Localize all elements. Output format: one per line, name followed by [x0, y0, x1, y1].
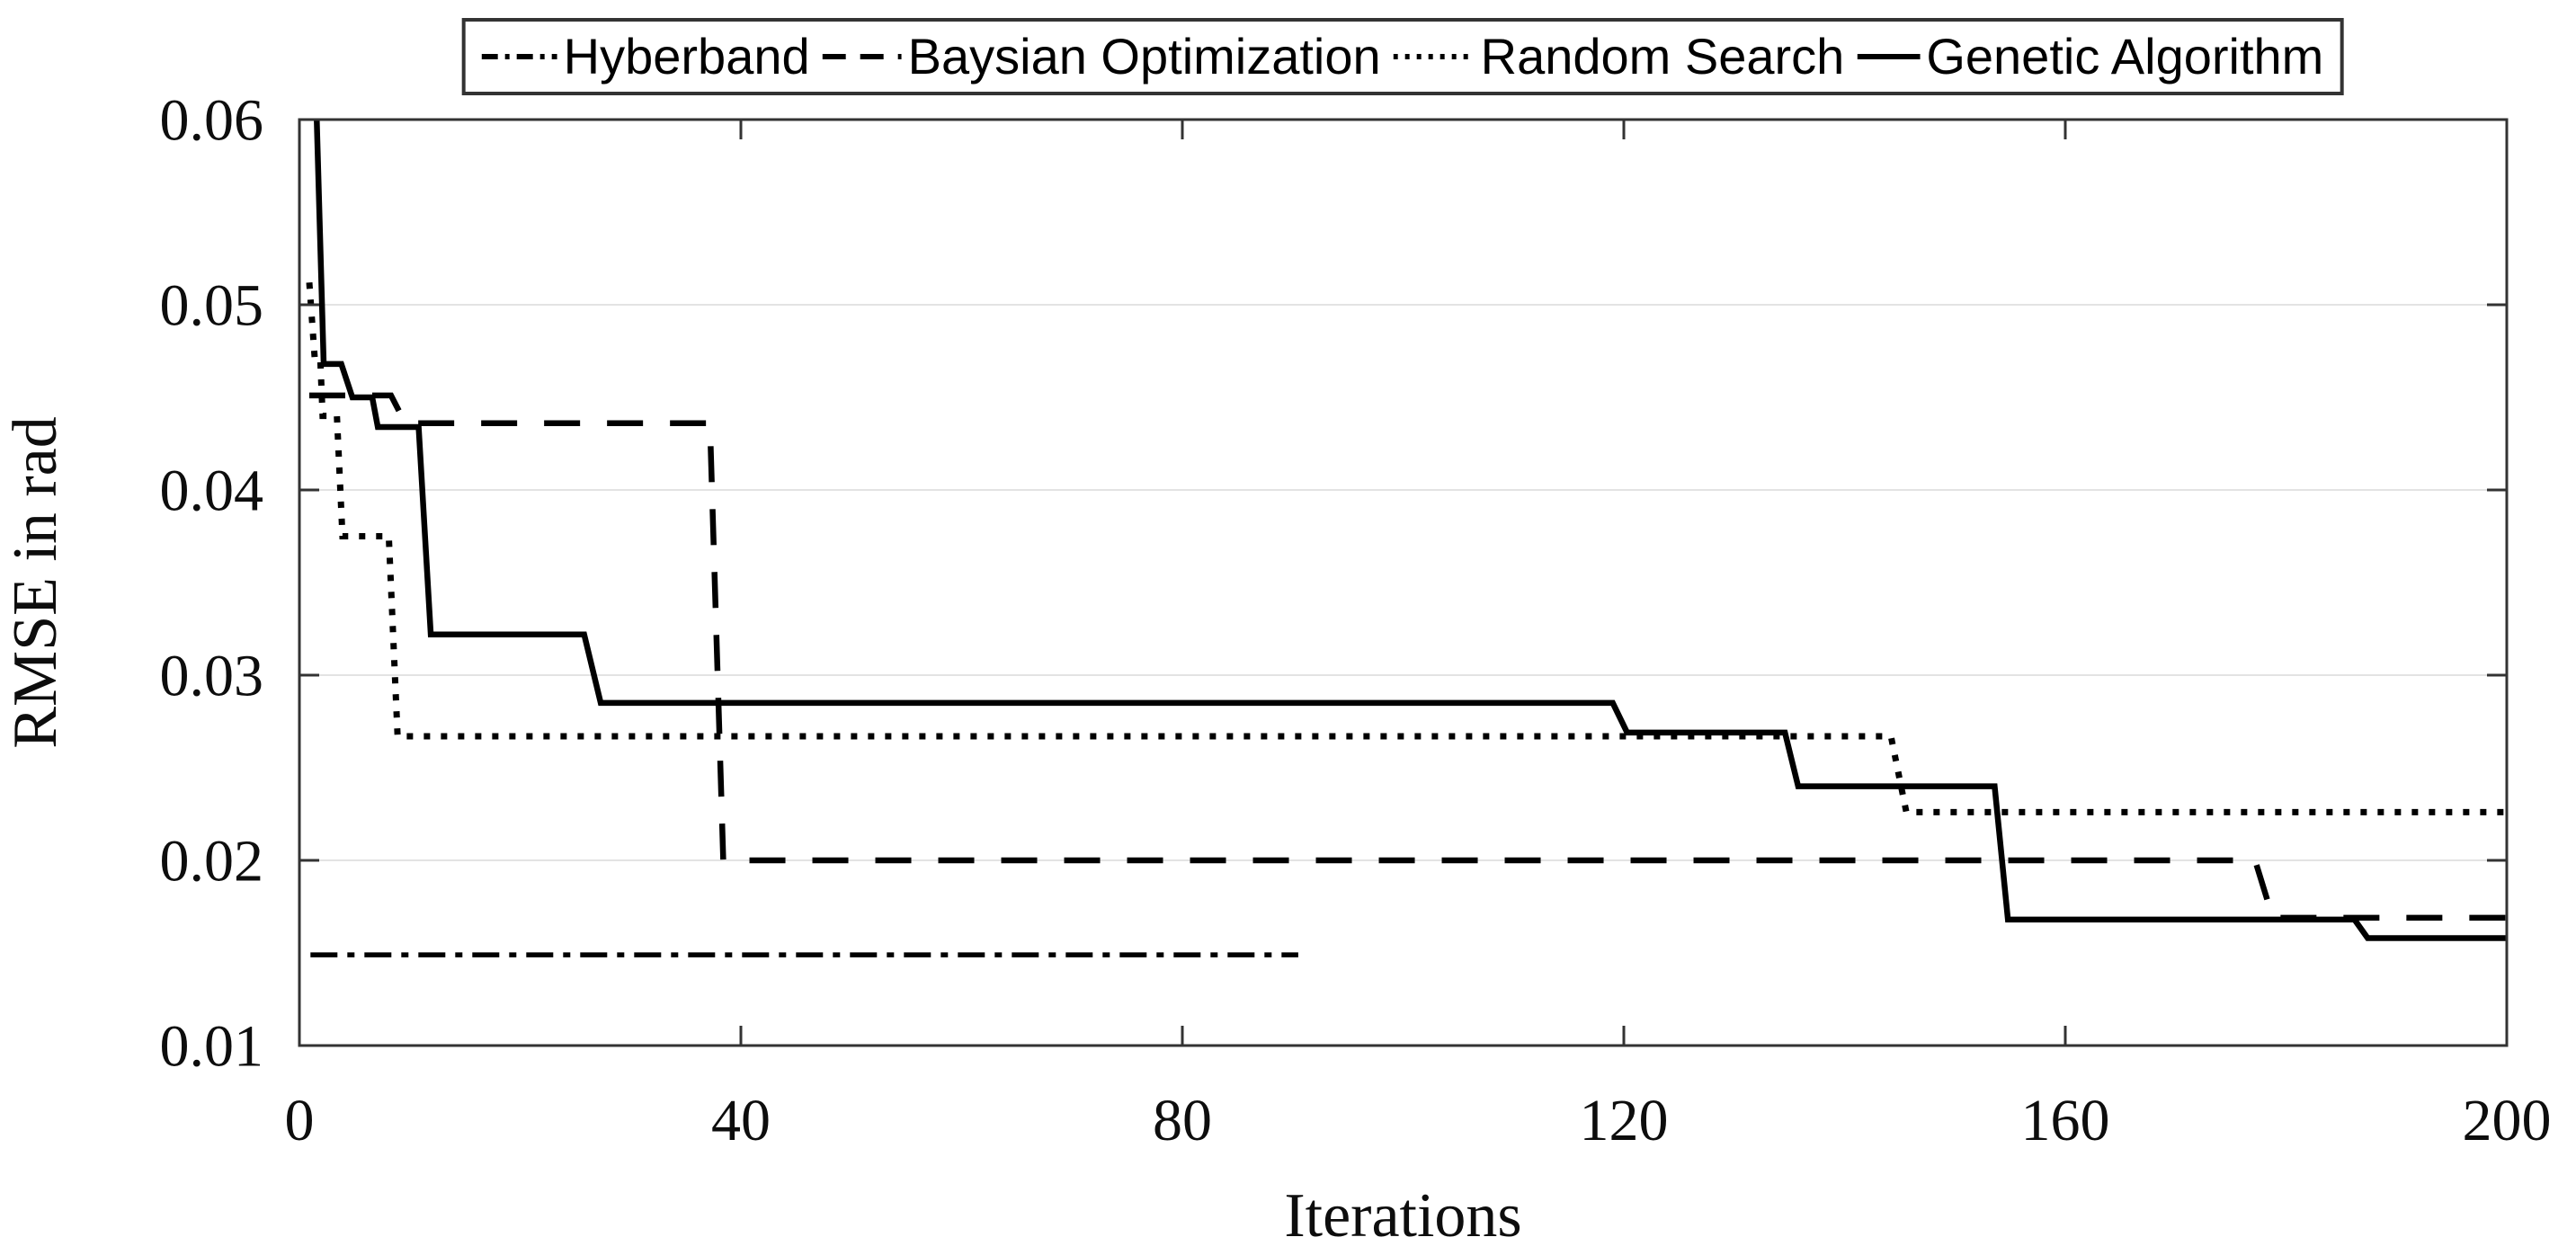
y-tick-label-0.02: 0.02 — [160, 828, 264, 894]
legend-label: Hyberband — [563, 28, 810, 85]
legend-item-random-search: Random Search — [1393, 28, 1845, 85]
y-tick-label-0.06: 0.06 — [160, 87, 264, 153]
legend: Hyberband Baysian Optimization Random Sear… — [461, 18, 2344, 95]
legend-item-hyberband: Hyberband — [481, 28, 810, 85]
x-axis-title: Iterations — [1284, 1181, 1521, 1251]
y-tick-label-0.01: 0.01 — [160, 1013, 264, 1079]
legend-label: Random Search — [1480, 28, 1845, 85]
x-tick-label-0: 0 — [285, 1088, 315, 1153]
x-tick-label-200: 200 — [2463, 1088, 2552, 1153]
legend-item-baysian-optimization: Baysian Optimization — [822, 28, 1381, 85]
x-tick-label-40: 40 — [711, 1088, 771, 1153]
x-tick-label-80: 80 — [1153, 1088, 1212, 1153]
tick-marks-layer — [299, 120, 2507, 1046]
legend-sample-dotted-line — [1393, 53, 1475, 59]
legend-label: Genetic Algorithm — [1926, 28, 2324, 85]
y-axis-title: RMSE in rad — [1, 416, 70, 748]
legend-sample-dashed-line — [822, 53, 902, 59]
legend-sample-dash-dot-line — [481, 53, 557, 59]
series-layer — [306, 120, 2507, 957]
plot-border — [298, 118, 2509, 1047]
y-tick-label-0.05: 0.05 — [160, 272, 264, 338]
series-genetic-algorithm — [314, 120, 2507, 941]
x-tick-label-160: 160 — [2021, 1088, 2110, 1153]
tick-labels-layer: 0.01 0.02 0.03 0.04 0.05 0.06 0 40 80 120 160 200 — [160, 87, 2552, 1153]
gridlines-layer — [299, 304, 2507, 861]
series-baysian-optimization — [309, 392, 2507, 921]
legend-sample-solid-line — [1857, 53, 1921, 59]
legend-item-genetic-algorithm: Genetic Algorithm — [1857, 29, 2323, 85]
series-random-search — [306, 282, 2507, 815]
y-tick-label-0.03: 0.03 — [160, 643, 264, 708]
y-tick-label-0.04: 0.04 — [160, 458, 264, 523]
x-tick-label-120: 120 — [1580, 1088, 1669, 1153]
legend-label: Baysian Optimization — [907, 28, 1381, 85]
